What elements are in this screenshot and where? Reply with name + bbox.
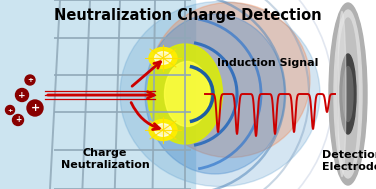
Ellipse shape <box>145 14 285 174</box>
Text: Neutralization Charge Detection: Neutralization Charge Detection <box>54 8 322 23</box>
Ellipse shape <box>155 52 171 64</box>
Circle shape <box>25 75 35 85</box>
Ellipse shape <box>340 54 356 134</box>
Ellipse shape <box>155 124 171 136</box>
Text: +: + <box>27 77 33 83</box>
Text: +: + <box>8 108 13 112</box>
Text: Charge
Neutralization: Charge Neutralization <box>61 148 149 170</box>
Ellipse shape <box>338 18 358 170</box>
Ellipse shape <box>120 2 320 187</box>
Ellipse shape <box>150 2 310 157</box>
Ellipse shape <box>334 10 362 178</box>
Ellipse shape <box>343 67 353 122</box>
Text: Detection
Electrode: Detection Electrode <box>322 150 376 172</box>
Text: +: + <box>30 103 39 113</box>
Circle shape <box>15 88 29 101</box>
Circle shape <box>6 105 15 115</box>
Ellipse shape <box>147 44 223 144</box>
Text: +: + <box>18 91 26 99</box>
Ellipse shape <box>165 61 209 126</box>
Ellipse shape <box>149 119 177 140</box>
Ellipse shape <box>149 47 177 68</box>
Ellipse shape <box>329 3 367 185</box>
Text: Induction Signal: Induction Signal <box>217 58 319 68</box>
Circle shape <box>27 100 43 116</box>
Text: +: + <box>15 115 21 125</box>
Circle shape <box>12 115 23 125</box>
Bar <box>0 0 195 189</box>
Ellipse shape <box>338 12 346 177</box>
